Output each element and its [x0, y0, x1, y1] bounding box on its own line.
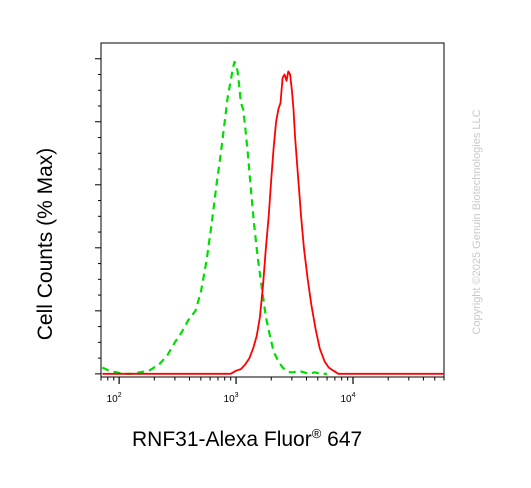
x-tick-label-1000: 103	[224, 392, 239, 405]
x-axis-title: RNF31-Alexa Fluor® 647	[132, 426, 362, 451]
x-tick-label-exponent: 2	[118, 392, 122, 399]
x-tick-label-base: 10	[107, 394, 119, 405]
series-line-2	[102, 70, 444, 375]
x-tick-label-100: 102	[107, 392, 122, 405]
x-axis-title-tail: 647	[321, 428, 362, 451]
y-axis	[95, 58, 101, 375]
y-axis-title: Cell Counts (% Max)	[34, 148, 57, 341]
x-tick-label-base: 10	[340, 394, 352, 405]
x-axis-title-main: RNF31-Alexa Fluor	[132, 428, 312, 451]
plot-frame	[100, 42, 445, 378]
x-tick-label-base: 10	[224, 394, 236, 405]
x-tick-label-exponent: 3	[235, 392, 239, 399]
x-axis-title-registered: ®	[312, 426, 322, 441]
x-tick-label-10000: 104	[340, 392, 355, 405]
plot-area	[100, 42, 445, 378]
x-axis: 102 103 104	[100, 377, 445, 405]
copyright-watermark: Copyright ©2025 Genuin Biotechnologies L…	[471, 109, 483, 334]
x-tick-label-exponent: 4	[352, 392, 356, 399]
